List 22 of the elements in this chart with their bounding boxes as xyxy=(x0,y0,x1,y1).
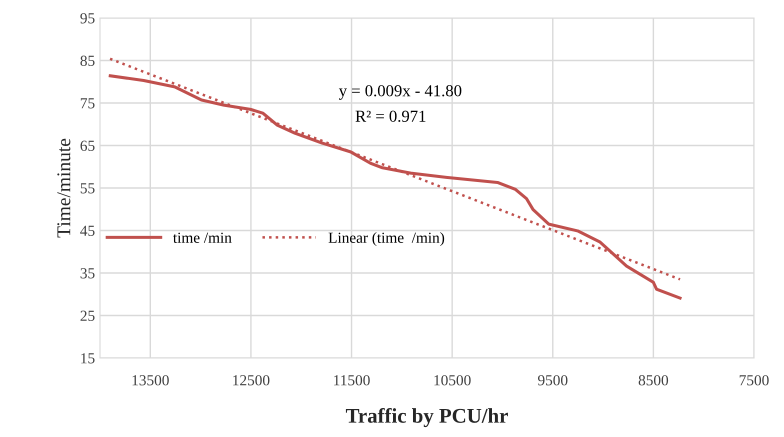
x-axis-title: Traffic by PCU/hr xyxy=(346,408,508,428)
x-tick-label: 11500 xyxy=(334,375,370,386)
x-tick-label: 12500 xyxy=(233,375,270,386)
annotation: R² = 0.971 xyxy=(356,110,426,122)
y-tick-label: 25 xyxy=(80,310,95,321)
x-tick-label: 13500 xyxy=(132,375,169,386)
y-tick-label: 45 xyxy=(80,226,95,236)
y-tick-label: 55 xyxy=(80,183,95,194)
legend-label: time /min xyxy=(173,232,232,243)
y-tick-label: 35 xyxy=(80,268,95,278)
y-tick-label: 65 xyxy=(80,140,95,151)
annotation: y = 0.009x - 41.80 xyxy=(338,85,462,100)
x-tick-label: 7500 xyxy=(740,375,769,386)
legend-label: Linear (time /min) xyxy=(328,232,444,246)
x-tick-label: 9500 xyxy=(538,375,568,386)
x-tick-label: 10500 xyxy=(434,375,471,386)
y-tick-label: 85 xyxy=(80,56,95,66)
y-tick-label: 95 xyxy=(80,13,95,24)
x-tick-label: 8500 xyxy=(638,375,668,386)
y-axis-title: Time/minute xyxy=(57,138,70,238)
y-tick-label: 15 xyxy=(81,353,95,364)
y-tick-label: 75 xyxy=(80,98,95,108)
